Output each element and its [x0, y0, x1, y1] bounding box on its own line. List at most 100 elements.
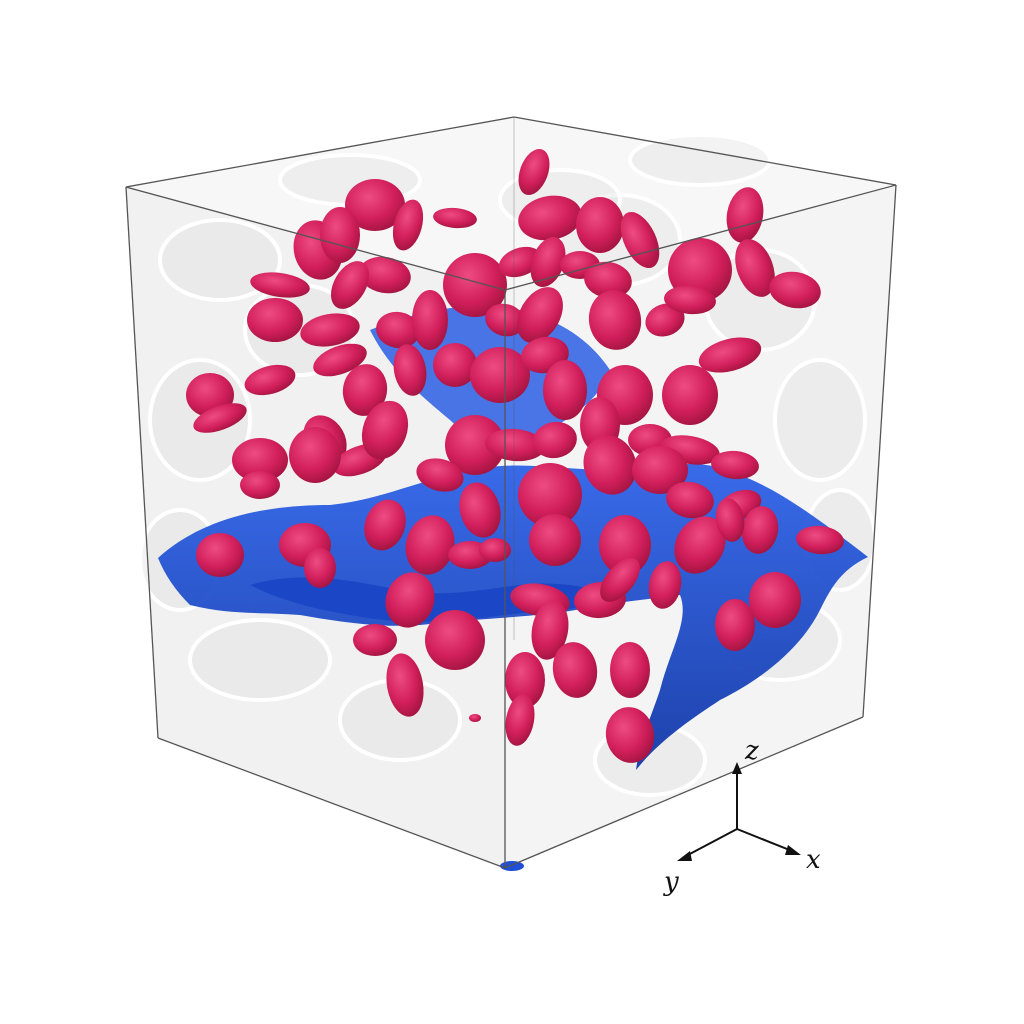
background-cell [628, 133, 772, 187]
x-arrowhead [785, 845, 801, 855]
box-edges [125, 116, 897, 869]
particle [353, 624, 397, 656]
x-axis [736, 828, 793, 852]
particle [425, 610, 485, 670]
particle [250, 272, 310, 298]
particle [715, 498, 745, 542]
particle [632, 446, 688, 494]
particle [193, 403, 247, 433]
particle [289, 427, 341, 483]
particle [664, 285, 716, 315]
particle [531, 600, 569, 660]
particle [735, 239, 775, 297]
particle [769, 271, 821, 309]
particles-layer [186, 148, 844, 763]
particle [605, 707, 655, 763]
particle [359, 256, 411, 294]
particle [443, 253, 507, 317]
particle [313, 343, 367, 377]
particle [517, 287, 563, 343]
particle [331, 261, 369, 309]
background-cell [773, 358, 867, 482]
particle [518, 463, 582, 527]
particle [345, 179, 405, 231]
box-edge [513, 116, 897, 186]
particle [320, 207, 360, 263]
particle [247, 298, 303, 342]
particle [416, 458, 464, 492]
particle [505, 652, 545, 708]
particle [543, 360, 587, 420]
particle [674, 516, 726, 574]
background-cell [188, 618, 332, 702]
particle [552, 642, 598, 698]
background-cell [158, 218, 282, 302]
particle [405, 515, 455, 575]
particle [244, 364, 296, 396]
box-edge [862, 184, 897, 718]
particle [412, 290, 448, 350]
box-edge [504, 184, 897, 291]
particle [300, 313, 360, 347]
particle [530, 236, 566, 288]
axes-triad [677, 762, 801, 861]
particle [749, 572, 801, 628]
particle [741, 506, 779, 554]
particle [479, 538, 511, 562]
box-edge [125, 116, 515, 188]
particle [392, 199, 424, 251]
particle [711, 450, 759, 480]
particle [648, 561, 682, 609]
particle [433, 343, 477, 387]
particle [583, 435, 637, 495]
particle [610, 642, 650, 698]
particle [459, 482, 501, 538]
particle [342, 364, 388, 416]
particle [361, 400, 409, 460]
particle [445, 415, 505, 475]
z-axis-label: z [744, 736, 759, 766]
particle [529, 514, 581, 566]
particle [385, 572, 435, 628]
particle [505, 694, 535, 746]
particle [584, 261, 632, 299]
particle [376, 311, 420, 349]
y-axis-label: y [663, 867, 679, 897]
particle [620, 211, 660, 269]
particle [698, 337, 762, 373]
particle [796, 525, 844, 555]
particle [518, 148, 550, 196]
particle [433, 207, 477, 229]
particle [662, 365, 718, 425]
box-edge [504, 716, 864, 869]
y-axis [685, 828, 738, 857]
particle [645, 303, 685, 337]
particle [393, 344, 427, 396]
particle [386, 653, 424, 717]
interface-corner-spot [500, 861, 524, 871]
box-edge [157, 737, 506, 869]
particle [600, 558, 640, 602]
particle [588, 290, 642, 350]
particle [599, 515, 651, 575]
particle [304, 548, 336, 588]
particle [726, 187, 764, 243]
particle [533, 421, 577, 459]
particle [666, 481, 714, 519]
box-edge [125, 186, 159, 739]
box-edge [125, 186, 506, 291]
x-axis-label: x [806, 845, 821, 875]
particle [470, 347, 530, 403]
particle [196, 533, 244, 577]
particle [232, 438, 288, 482]
y-arrowhead [677, 851, 692, 861]
particle [364, 499, 406, 551]
particle [240, 471, 280, 499]
z-arrowhead [732, 762, 742, 774]
particle [715, 599, 755, 651]
particle [469, 714, 481, 722]
particle [518, 195, 582, 241]
particle [576, 197, 624, 253]
particle [485, 428, 545, 462]
